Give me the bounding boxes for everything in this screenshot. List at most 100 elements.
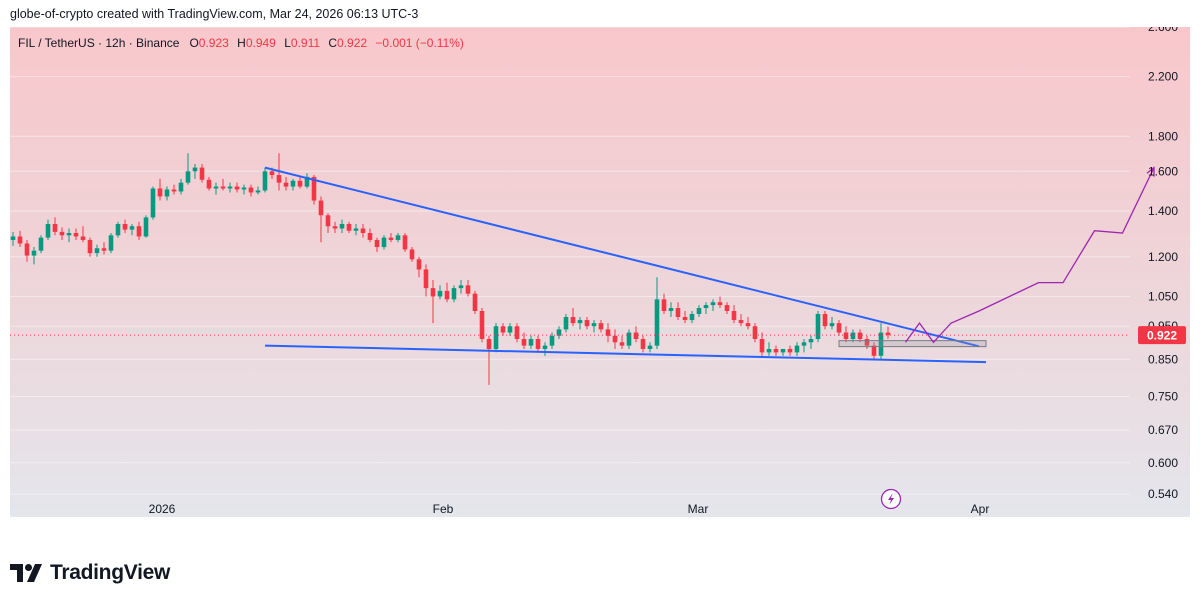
y-tick-label: 0.540 <box>1148 487 1178 501</box>
chart-area[interactable]: 2.6002.2001.8001.6001.4001.2001.0500.950… <box>10 20 1190 517</box>
candle-body <box>220 186 226 189</box>
candle-body <box>374 239 380 248</box>
candle-body <box>500 326 506 333</box>
candle-body <box>136 226 142 237</box>
candle-body <box>535 339 541 349</box>
candle-body <box>843 332 849 340</box>
candle-body <box>157 188 163 197</box>
candle-body <box>192 167 198 172</box>
candle-body <box>465 285 471 294</box>
candle-body <box>304 176 310 187</box>
y-tick-label: 1.050 <box>1148 289 1178 303</box>
last-price-tag <box>1138 326 1186 345</box>
candle-body <box>647 345 653 349</box>
candle-body <box>514 326 520 340</box>
candle-body <box>836 323 842 333</box>
candle-body <box>409 249 415 260</box>
candle-body <box>822 313 828 327</box>
candle-body <box>423 269 429 289</box>
candle-body <box>297 180 303 187</box>
candle-body <box>339 224 345 229</box>
candle-body <box>283 182 289 187</box>
candle-body <box>864 339 870 346</box>
candle-body <box>654 299 660 346</box>
candle-body <box>815 313 821 340</box>
candle-body <box>626 332 632 346</box>
candle-body <box>150 188 156 218</box>
candle-body <box>332 226 338 229</box>
lightning-glyph <box>888 493 894 505</box>
drawings-layer <box>10 166 1155 510</box>
legend-high-value: 0.949 <box>245 36 276 50</box>
candle-body <box>276 175 282 183</box>
candle-body <box>675 308 681 317</box>
candle-body <box>787 348 793 353</box>
y-tick-label: 0.850 <box>1148 352 1178 366</box>
candle-body <box>262 171 268 191</box>
projection-path <box>904 167 1155 344</box>
candle-body <box>850 332 856 340</box>
candle-body <box>80 236 86 240</box>
candles-layer <box>10 153 891 385</box>
y-tick-label: 0.670 <box>1148 423 1178 437</box>
candle-body <box>269 171 275 176</box>
x-tick-label: Apr <box>971 502 990 516</box>
candle-body <box>472 293 478 311</box>
candle-body <box>402 235 408 250</box>
candle-body <box>367 233 373 240</box>
grid-layer <box>10 26 1130 495</box>
candle-body <box>129 226 135 230</box>
candle-body <box>619 342 625 346</box>
legend-high-label: H <box>237 36 246 50</box>
candle-body <box>248 187 254 193</box>
candle-body <box>808 339 814 343</box>
x-tick-label: Mar <box>688 502 709 516</box>
candle-body <box>577 320 583 324</box>
candle-body <box>451 288 457 300</box>
candle-body <box>59 231 65 236</box>
candle-body <box>528 339 534 346</box>
candle-body <box>171 189 177 192</box>
candle-body <box>234 186 240 190</box>
candle-body <box>66 233 72 236</box>
chart-attribution: globe-of-crypto created with TradingView… <box>10 7 419 21</box>
candle-body <box>661 299 667 311</box>
candle-body <box>738 320 744 324</box>
candle-body <box>206 179 212 189</box>
symbol-legend: FIL / TetherUS · 12h · Binance O0.923 H0… <box>18 36 469 50</box>
candle-body <box>633 332 639 340</box>
candle-body <box>416 259 422 270</box>
y-tick-label: 0.750 <box>1148 389 1178 403</box>
candle-body <box>584 320 590 327</box>
upper-trendline <box>264 166 980 348</box>
candle-body <box>717 302 723 306</box>
price-chart[interactable]: 2.6002.2001.8001.6001.4001.2001.0500.950… <box>10 20 1190 517</box>
candle-body <box>318 200 324 216</box>
candle-body <box>108 235 114 251</box>
candle-body <box>696 308 702 314</box>
candle-body <box>668 308 674 311</box>
legend-open-label: O <box>189 36 199 50</box>
candle-body <box>101 248 107 251</box>
tradingview-brand-text: TradingView <box>50 561 171 584</box>
tradingview-logo-icon <box>10 564 42 582</box>
candle-body <box>605 329 611 336</box>
y-tick-label: 1.600 <box>1148 164 1178 178</box>
candle-body <box>710 302 716 306</box>
candle-body <box>388 237 394 240</box>
legend-open-value: 0.923 <box>198 36 229 50</box>
y-tick-label: 1.200 <box>1148 250 1178 264</box>
candle-body <box>325 215 331 227</box>
candle-body <box>52 224 58 232</box>
time-axis[interactable]: 2026 Feb Mar Apr <box>149 502 990 516</box>
chart-background <box>10 27 1190 517</box>
tradingview-logo[interactable]: TradingView <box>10 561 170 585</box>
last-price-label: 0.922 <box>1147 329 1177 343</box>
candle-body <box>878 332 884 356</box>
y-tick-label: 2.200 <box>1148 70 1178 84</box>
candle-body <box>759 339 765 353</box>
candle-body <box>430 288 436 297</box>
legend-low-label: L <box>284 36 291 50</box>
candle-body <box>227 186 233 189</box>
candle-body <box>290 180 296 187</box>
